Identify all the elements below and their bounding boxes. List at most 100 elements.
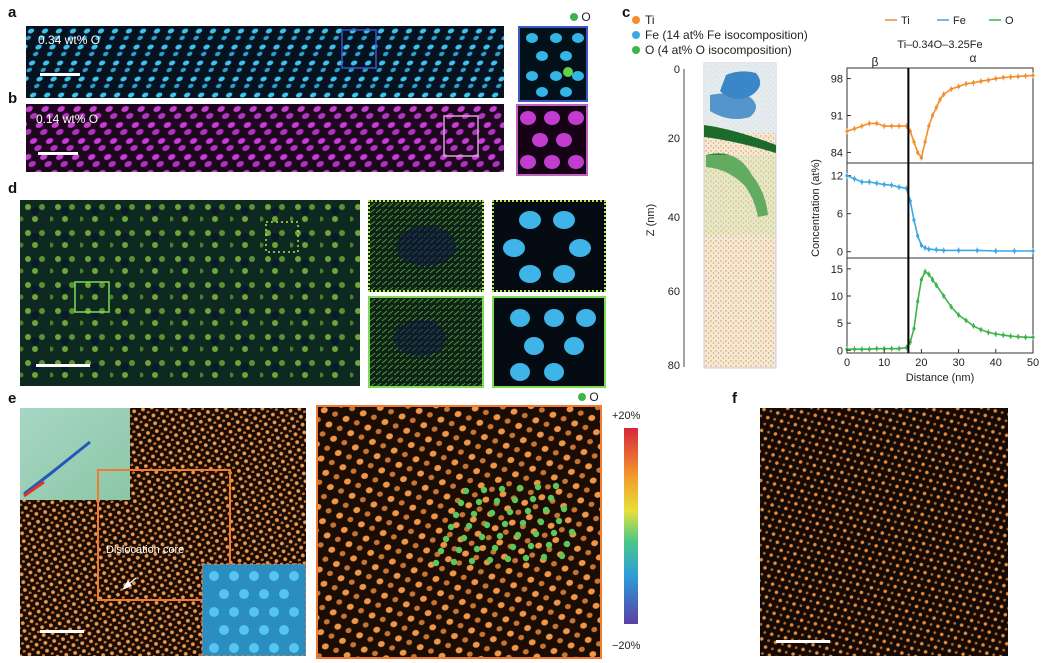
oxygen-atom-marker (547, 494, 555, 502)
panel-letter-b: b (8, 90, 18, 107)
x-tick-label: 20 (915, 357, 927, 369)
panel-f-lattice (760, 408, 1008, 656)
o-dot-icon (632, 46, 640, 54)
oxygen-atom-marker (496, 532, 504, 540)
legend-label-o: O (1005, 15, 1014, 27)
oxygen-atom-marker (516, 484, 524, 492)
oxygen-atom-marker (480, 486, 488, 494)
x-tick-label: 50 (1027, 357, 1039, 369)
oxygen-atom-marker (568, 528, 576, 536)
panel-letter-c: c (622, 4, 631, 21)
panel-e-lattice (20, 408, 306, 656)
y-tick-label: 0 (837, 345, 843, 357)
series-line-o (847, 270, 1033, 350)
subplot-frame-o (846, 257, 1034, 354)
panel-f-image (760, 408, 1008, 656)
svg-text:80: 80 (668, 360, 680, 372)
oxygen-atom-marker (522, 554, 530, 562)
oxygen-atom-marker (550, 529, 558, 537)
panel-b-lattice (26, 104, 504, 172)
x-tick-label: 30 (952, 357, 964, 369)
panel-b-label: 0.14 wt% O (36, 112, 99, 126)
fe-dot-icon (632, 31, 640, 39)
panel-letter-f: f (732, 390, 737, 407)
panel-f-scalebar (776, 640, 830, 643)
panel-d-dotted-box (265, 221, 299, 253)
concentration-profile-chart: Ti Fe O Ti–0.34O–3.25Fe β α 84 91 98 0 6 12 0 5 10 15 0 1… (810, 15, 1039, 384)
oxygen-atom-marker (475, 498, 483, 506)
y-tick-label: 10 (831, 291, 843, 303)
panel-d-atom-map-2 (510, 309, 596, 381)
panel-a-image: 0.34 wt% O (26, 26, 504, 98)
dislocation-core-label: Dislocation core (106, 544, 185, 556)
oxygen-atom-marker (478, 533, 486, 541)
y-tick-label: 6 (837, 209, 843, 221)
panel-e-image: Dislocation core (20, 408, 306, 656)
panel-a-inset-lattice (526, 33, 584, 97)
panel-a-inset (518, 26, 588, 102)
oxygen-atom-marker (527, 542, 535, 550)
panel-a-scalebar (40, 73, 80, 76)
oxygen-atom-marker (491, 544, 499, 552)
legend-item-fe: Fe (14 at% Fe isocomposition) (632, 28, 808, 43)
oxygen-atom-marker (506, 508, 514, 516)
oxygen-atom-marker (498, 485, 506, 493)
y-tick-label: 0 (837, 247, 843, 259)
subplot-frame-fe (846, 162, 1034, 259)
panel-d-solid-box (74, 281, 110, 313)
panel-c-apt-reconstruction: 0 20 40 60 80 Z (nm) (645, 62, 777, 372)
oxygen-atom-marker (532, 530, 540, 538)
oxygen-dot-icon (570, 13, 578, 21)
subplot-frame-ti (846, 67, 1034, 164)
phase-label-beta: β (872, 55, 879, 69)
panel-a-label: 0.34 wt% O (38, 33, 101, 47)
fe-isosurface-1 (720, 71, 761, 100)
y-axis-label: Concentration (at%) (810, 159, 822, 257)
panel-d-strain-inset-2 (368, 296, 484, 388)
oxygen-atom-marker (460, 534, 468, 542)
oxygen-atom-marker (447, 523, 455, 531)
oxygen-atom-marker (537, 518, 545, 526)
oxygen-dot-icon (578, 393, 586, 401)
z-axis-label: Z (nm) (645, 204, 657, 236)
oxygen-atom-marker (442, 535, 450, 543)
apt-green-region (704, 155, 776, 235)
x-tick-label: 40 (990, 357, 1002, 369)
oxygen-atom-marker (552, 482, 560, 490)
panel-b-inset (516, 104, 588, 176)
oxygen-atom-marker (511, 496, 519, 504)
panel-letter-e: e (8, 390, 17, 407)
panel-a-lattice (26, 26, 504, 98)
fe-isosurface-2 (710, 93, 756, 119)
oxygen-atom-marker (514, 531, 522, 539)
legend-label-fe: Fe (953, 15, 966, 27)
panel-letter-d: d (8, 180, 18, 197)
oxygen-atom-marker (465, 522, 473, 530)
oxygen-atom-marker (462, 487, 470, 495)
svg-text:20: 20 (668, 133, 680, 145)
oxygen-atom-marker (524, 507, 532, 515)
y-tick-label: 84 (831, 147, 843, 159)
oxygen-atom-marker (519, 519, 527, 527)
svg-text:40: 40 (668, 212, 680, 224)
panel-a-legend: O (570, 10, 591, 24)
panel-b-inset-lattice (520, 111, 584, 169)
oxygen-atom-marker (473, 545, 481, 553)
panel-e-zoom-box (97, 469, 231, 601)
svg-text:0: 0 (674, 64, 680, 76)
o-isosurface-1 (704, 125, 776, 153)
oxygen-atom-marker (545, 541, 553, 549)
y-tick-label: 91 (831, 111, 843, 123)
panel-c-legend: Ti Fe (14 at% Fe isocomposition) O (4 at… (632, 13, 808, 58)
svg-text:60: 60 (668, 286, 680, 298)
oxygen-atom-marker (540, 553, 548, 561)
panel-d-atom-map-1 (503, 211, 591, 283)
colorbar-bottom-label: −20% (612, 640, 641, 652)
colorbar-top-label: +20% (612, 410, 641, 422)
legend-item-ti: Ti (632, 13, 808, 28)
panel-d-scalebar (36, 364, 90, 367)
oxygen-atom-marker (501, 520, 509, 528)
panel-e-zoom (316, 405, 602, 659)
panel-d-atom-inset-2 (492, 296, 606, 388)
oxygen-atom-marker (493, 497, 501, 505)
